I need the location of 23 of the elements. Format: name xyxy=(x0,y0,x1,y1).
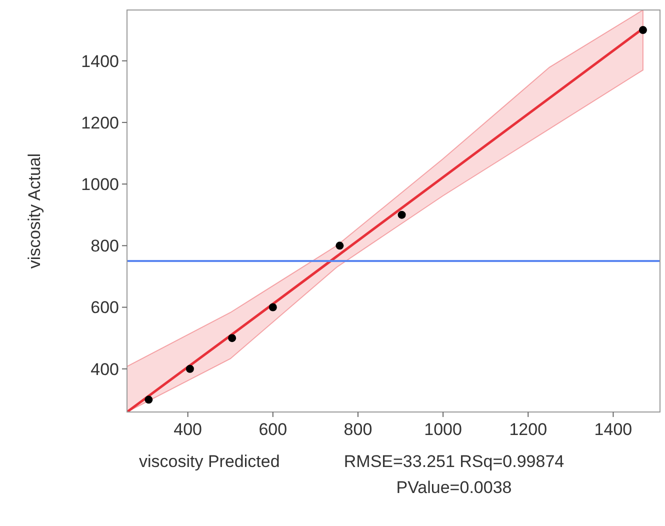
x-tick-label: 400 xyxy=(174,420,202,439)
x-tick-label: 1400 xyxy=(594,420,632,439)
point xyxy=(144,396,153,404)
text: RMSE=33.251 RSq=0.99874 xyxy=(344,452,564,471)
point xyxy=(186,364,194,373)
point xyxy=(228,334,236,342)
x-tick-label: 600 xyxy=(258,420,288,439)
x-tick-label: 1200 xyxy=(509,420,548,439)
text: PValue=0.0038 xyxy=(396,478,512,497)
x-axis-title: viscosity Predicted xyxy=(139,452,280,471)
y-tick-label: 400 xyxy=(90,360,119,379)
x-tick-label: 1000 xyxy=(424,420,462,439)
y-tick-label: 1400 xyxy=(81,52,119,71)
y-axis-title: viscosity Actual xyxy=(25,153,44,269)
point xyxy=(268,303,277,312)
point xyxy=(336,242,344,250)
y-tick-label: 1000 xyxy=(81,174,119,194)
y-tick-label: 800 xyxy=(90,236,119,256)
point xyxy=(398,210,406,219)
y-tick-label: 1200 xyxy=(81,113,119,132)
x-tick-label: 800 xyxy=(344,420,372,439)
y-tick-label: 600 xyxy=(90,298,119,318)
point xyxy=(638,26,647,34)
